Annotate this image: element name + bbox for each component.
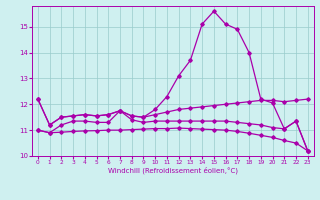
X-axis label: Windchill (Refroidissement éolien,°C): Windchill (Refroidissement éolien,°C) xyxy=(108,167,238,174)
